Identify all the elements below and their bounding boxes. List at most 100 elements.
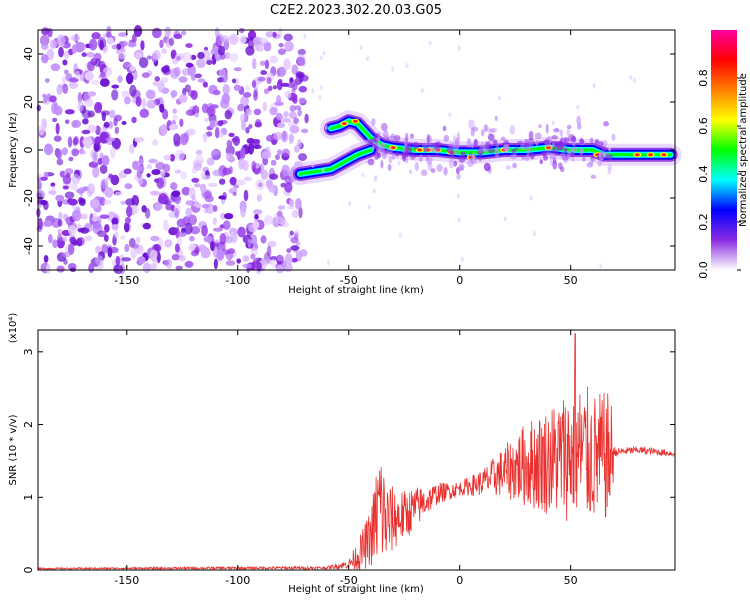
noise-blob bbox=[173, 66, 181, 77]
noise-blob bbox=[170, 90, 178, 98]
track-blob bbox=[563, 137, 570, 145]
track-blob bbox=[403, 137, 408, 147]
noise-blob bbox=[61, 76, 66, 85]
noise-blob bbox=[233, 67, 242, 72]
track-blob bbox=[409, 152, 416, 160]
noise-blob bbox=[284, 182, 293, 193]
noise-blob bbox=[225, 235, 234, 244]
noise-blob bbox=[57, 218, 63, 227]
track-blob bbox=[552, 159, 558, 170]
faint-dot bbox=[456, 193, 460, 199]
noise-blob bbox=[111, 84, 120, 89]
noise-blob bbox=[149, 249, 158, 260]
noise-blob bbox=[145, 89, 156, 100]
noise-blob bbox=[222, 220, 231, 231]
track-blob bbox=[524, 144, 532, 154]
noise-blob bbox=[169, 123, 179, 131]
track-blob bbox=[563, 147, 568, 152]
track-blob bbox=[371, 118, 376, 126]
track-blob bbox=[551, 142, 556, 148]
noise-blob bbox=[213, 154, 221, 160]
snr-xtick-label: -50 bbox=[340, 574, 358, 587]
faint-dot bbox=[361, 172, 365, 178]
noise-blob bbox=[152, 27, 162, 39]
noise-blob bbox=[276, 149, 283, 156]
noise-blob bbox=[77, 99, 84, 112]
noise-blob bbox=[226, 139, 233, 149]
noise-blob bbox=[175, 265, 183, 271]
track-blob bbox=[419, 154, 423, 163]
noise-blob bbox=[152, 139, 159, 146]
track-blob bbox=[534, 132, 542, 139]
noise-blob bbox=[277, 122, 286, 129]
noise-blob bbox=[269, 107, 278, 116]
snr-ytick-label: 1 bbox=[22, 494, 35, 501]
track-blob bbox=[579, 147, 584, 156]
track-blob bbox=[494, 148, 500, 158]
noise-blob bbox=[232, 232, 238, 243]
noise-blob bbox=[284, 253, 293, 265]
noise-blob bbox=[103, 234, 109, 242]
spectrogram-xtick-label: -50 bbox=[340, 274, 358, 287]
noise-blob bbox=[135, 96, 142, 107]
noise-blob bbox=[99, 164, 108, 175]
noise-blob bbox=[131, 33, 137, 44]
track-blob bbox=[458, 163, 465, 171]
noise-blob bbox=[254, 121, 262, 128]
faint-dot bbox=[318, 95, 322, 101]
noise-blob bbox=[159, 39, 164, 49]
track-blob bbox=[529, 152, 535, 160]
noise-blob bbox=[103, 121, 110, 128]
noise-blob bbox=[99, 196, 106, 206]
faint-dot bbox=[322, 50, 326, 56]
noise-blob bbox=[240, 205, 247, 218]
track-blob bbox=[477, 147, 484, 156]
noise-blob bbox=[251, 260, 257, 271]
noise-blob bbox=[291, 64, 299, 75]
noise-blob bbox=[53, 101, 59, 113]
noise-blob bbox=[298, 85, 308, 93]
noise-blob bbox=[129, 84, 137, 97]
noise-blob bbox=[275, 216, 286, 225]
faint-dot bbox=[551, 120, 555, 126]
track-blob bbox=[553, 128, 560, 133]
track-blob bbox=[426, 133, 431, 144]
snr-xtick-label: 50 bbox=[564, 574, 578, 587]
faint-dot bbox=[629, 75, 633, 81]
noise-blob bbox=[236, 179, 246, 186]
noise-blob bbox=[173, 140, 181, 147]
noise-blob bbox=[81, 52, 87, 57]
noise-blob bbox=[92, 152, 98, 164]
noise-blob bbox=[69, 236, 77, 244]
track-blob bbox=[456, 132, 461, 143]
track-blob bbox=[408, 169, 413, 175]
faint-dot bbox=[503, 216, 507, 222]
noise-blob bbox=[263, 88, 270, 95]
track-blob bbox=[480, 129, 485, 137]
track-blob bbox=[559, 151, 566, 159]
noise-blob bbox=[206, 59, 213, 66]
noise-blob bbox=[189, 235, 195, 242]
noise-blob bbox=[243, 91, 252, 98]
noise-blob bbox=[84, 224, 92, 229]
track-blob bbox=[467, 159, 474, 168]
noise-blob bbox=[152, 49, 161, 61]
noise-blob bbox=[105, 137, 116, 142]
noise-blob bbox=[164, 26, 172, 38]
noise-blob bbox=[170, 49, 177, 59]
noise-blob bbox=[223, 52, 231, 60]
noise-blob bbox=[88, 38, 98, 51]
noise-blob bbox=[177, 231, 187, 237]
noise-blob bbox=[101, 111, 106, 122]
track-blob bbox=[487, 133, 495, 142]
noise-blob bbox=[101, 243, 109, 254]
noise-blob bbox=[71, 119, 82, 129]
noise-blob bbox=[242, 159, 249, 172]
noise-blob bbox=[206, 106, 216, 117]
track-blob bbox=[478, 153, 483, 162]
noise-blob bbox=[123, 168, 132, 175]
noise-blob bbox=[104, 224, 110, 233]
track-blob bbox=[562, 137, 568, 144]
noise-blob bbox=[239, 35, 247, 45]
